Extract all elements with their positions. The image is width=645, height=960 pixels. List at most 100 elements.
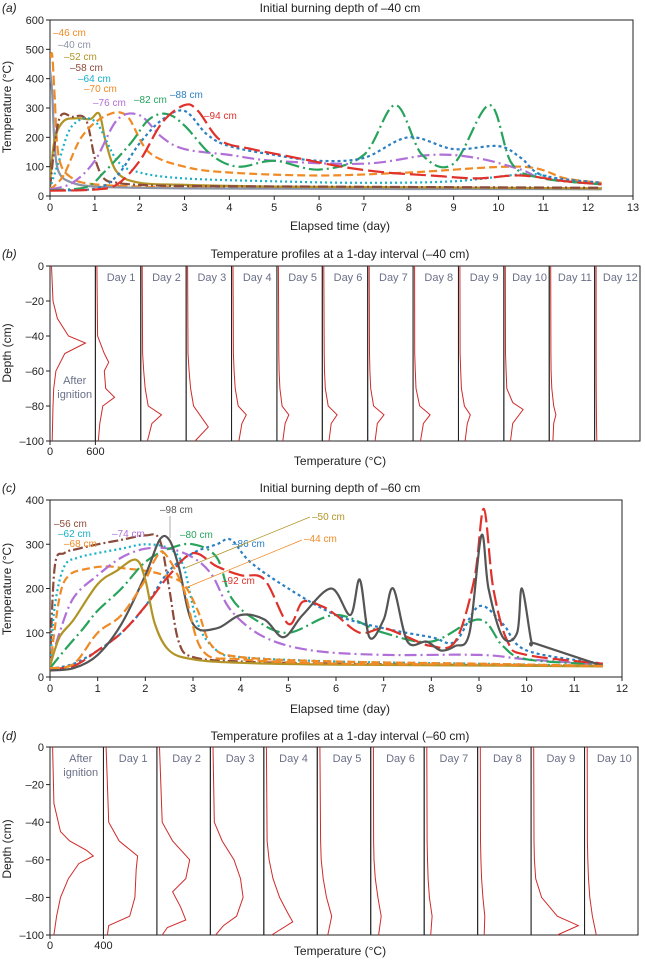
series-line — [50, 104, 602, 192]
series-label: –40 cm — [58, 40, 91, 51]
series-line — [50, 543, 603, 667]
y-tick-label: 100 — [26, 162, 44, 174]
series-label: –44 cm — [304, 534, 337, 545]
series-group — [50, 51, 602, 192]
y-tick-label: –100 — [20, 436, 44, 448]
y-tick-label: –100 — [20, 930, 44, 942]
profile-label: Day 12 — [603, 272, 638, 284]
profile-label: Day 9 — [546, 753, 575, 765]
series-line — [50, 537, 604, 671]
panel-c-ylabel: Temperature (°C) — [0, 543, 14, 635]
profile-line — [414, 265, 431, 442]
profile-line — [141, 265, 163, 442]
y-tick-label: 0 — [38, 742, 44, 754]
x-tick-label: 10 — [492, 202, 504, 214]
panel-b-ylabel: Depth (cm) — [0, 323, 14, 382]
profile-box — [412, 265, 459, 442]
series-label: –74 cm — [112, 529, 145, 540]
profile-box — [321, 265, 369, 442]
profile-label: Day 3 — [197, 272, 226, 284]
profile-label: Day 5 — [333, 753, 362, 765]
profile-box — [503, 265, 550, 442]
series-label: –98 cm — [160, 505, 193, 516]
panel-c-title: Initial burning depth of –60 cm — [260, 481, 421, 495]
panel-b-letter: (b) — [2, 247, 17, 261]
profile-box — [140, 265, 187, 442]
panel-b-title: Temperature profiles at a 1-day interval… — [211, 247, 470, 261]
series-label: –86 cm — [232, 539, 265, 550]
profile-line — [595, 266, 598, 442]
series-line — [50, 533, 604, 672]
profile-line — [96, 265, 116, 442]
series-label: –58 cm — [70, 63, 103, 74]
x-tick-label: 0 — [47, 446, 53, 458]
profile-line — [586, 746, 597, 936]
profile-label: Day 10 — [597, 753, 632, 765]
plot-frame — [49, 499, 623, 678]
profile-label: Day 10 — [512, 272, 547, 284]
profile-label: Day 6 — [386, 753, 415, 765]
series-label: –70 cm — [84, 84, 117, 95]
y-tick-label: 400 — [26, 74, 44, 86]
y-tick-label: –60 — [26, 366, 44, 378]
profile-line — [232, 265, 247, 442]
series-label: –88 cm — [170, 90, 203, 101]
x-tick-label: 4 — [238, 683, 244, 695]
profile-box — [231, 265, 278, 442]
profile-line — [459, 265, 471, 442]
profile-label: Day 8 — [424, 272, 453, 284]
x-tick-label: 7 — [381, 683, 387, 695]
x-tick-label: 0 — [47, 683, 53, 695]
label-leader — [184, 539, 303, 589]
profile-line — [265, 746, 294, 936]
profile-label: Day 2 — [152, 272, 181, 284]
profile-label: Day 11 — [558, 272, 592, 284]
profile-box — [423, 746, 479, 936]
profile-label: Day 1 — [119, 753, 148, 765]
series-line — [50, 542, 603, 669]
profile-box — [94, 265, 142, 442]
panel-d-ylabel: Depth (cm) — [0, 819, 14, 878]
x-tick-label: 400 — [94, 940, 112, 952]
x-tick-label: 3 — [190, 683, 196, 695]
x-tick-label: 8 — [406, 202, 412, 214]
panel-a-xlabel: Elapsed time (day) — [290, 219, 390, 233]
series-line — [50, 550, 603, 670]
series-line — [50, 112, 602, 189]
series-label: –92 cm — [222, 576, 255, 587]
profile-label: Day 4 — [279, 753, 308, 765]
series-line — [50, 103, 602, 192]
panel-d: (d) Temperature profiles at a 1-day inte… — [0, 729, 639, 958]
label-leader — [184, 516, 311, 569]
y-tick-label: 200 — [26, 132, 44, 144]
x-tick-label: 0 — [47, 940, 53, 952]
x-tick-label: 1 — [92, 202, 98, 214]
profile-line — [159, 746, 191, 936]
x-tick-label: 9 — [451, 202, 457, 214]
profile-line — [212, 746, 244, 936]
profile-line — [323, 265, 338, 442]
x-tick-label: 13 — [627, 202, 639, 214]
panel-c-letter: (c) — [2, 481, 16, 495]
profile-box — [370, 746, 425, 936]
series-line — [50, 546, 603, 667]
panel-d-xlabel: Temperature (°C) — [294, 944, 386, 958]
series-label: –94 cm — [204, 111, 237, 122]
profile-label: Day 7 — [440, 753, 469, 765]
series-line — [50, 111, 602, 191]
x-tick-label: 600 — [86, 446, 104, 458]
plot-frame — [49, 19, 634, 197]
series-line — [50, 112, 602, 191]
profile-label: ignition — [57, 389, 92, 401]
profile-box — [156, 746, 211, 936]
profile-label: Day 1 — [107, 272, 136, 284]
profile-box — [530, 746, 586, 936]
profile-line — [426, 746, 433, 936]
profile-label: Day 6 — [334, 272, 363, 284]
series-line — [50, 109, 602, 192]
panel-b-xlabel: Temperature (°C) — [294, 454, 386, 468]
profile-label: After — [63, 375, 87, 387]
profile-label: Day 8 — [493, 753, 522, 765]
profile-box — [594, 265, 641, 442]
profile-line — [187, 265, 209, 442]
